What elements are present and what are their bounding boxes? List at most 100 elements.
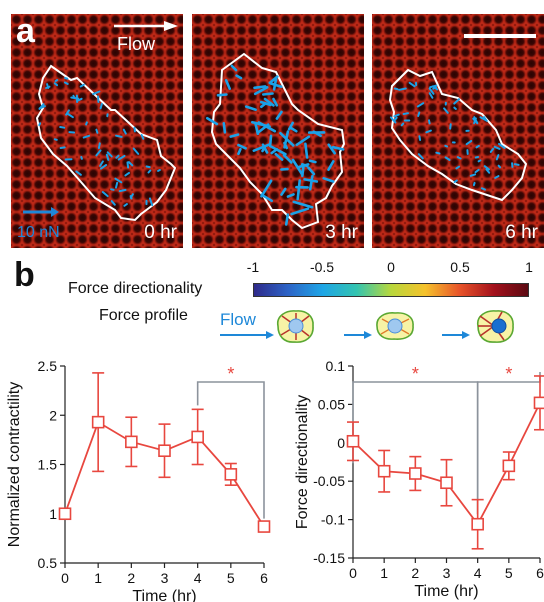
y-tick-label: 0.5 <box>38 555 58 571</box>
traction-arrow <box>124 171 130 177</box>
panel-a-letter: a <box>16 12 35 50</box>
x-tick-label: 4 <box>474 565 482 581</box>
traction-arrow <box>498 142 506 149</box>
traction-arrow <box>262 92 274 96</box>
colorbar-tick: 0.5 <box>450 259 470 275</box>
y-tick-label: 1 <box>49 506 57 522</box>
traction-arrow <box>282 153 293 164</box>
traction-arrow <box>224 79 232 90</box>
data-point <box>471 517 484 531</box>
micrograph-6hr: 6 hr <box>372 14 544 248</box>
x-tick-label: 6 <box>260 570 268 586</box>
traction-arrow <box>115 134 123 138</box>
micrograph-3hr: 3 hr <box>192 14 364 248</box>
traction-arrow <box>129 193 134 199</box>
x-tick-label: 5 <box>505 565 513 581</box>
traction-arrow <box>286 193 295 198</box>
traction-arrow <box>398 87 407 91</box>
colorbar-tick: -1 <box>246 259 260 275</box>
traction-arrow <box>443 107 449 114</box>
x-tick-label: 0 <box>349 565 357 581</box>
data-point <box>440 476 453 490</box>
traction-arrows-6hr <box>389 81 520 191</box>
traction-arrow <box>38 122 42 127</box>
cell-overlay-3hr <box>206 52 346 230</box>
traction-arrows-0hr <box>38 77 161 207</box>
y-tick-label: -0.1 <box>321 512 345 528</box>
data-point <box>257 520 271 533</box>
traction-arrow <box>235 74 243 80</box>
traction-arrow <box>331 145 345 151</box>
cell-profile-icon-1 <box>276 310 314 343</box>
traction-arrow <box>417 153 424 160</box>
data-point <box>502 459 516 473</box>
traction-arrow <box>216 93 228 97</box>
traction-arrow <box>435 151 441 155</box>
cell-outline <box>388 68 528 202</box>
traction-arrow <box>303 178 319 183</box>
colorbar-tick: 0 <box>387 259 395 275</box>
traction-arrow <box>301 163 309 168</box>
traction-arrow <box>256 123 270 134</box>
x-tick-label: 3 <box>443 565 451 581</box>
traction-arrow <box>474 156 480 159</box>
x-tick-label: 3 <box>161 570 169 586</box>
traction-arrow <box>497 164 502 169</box>
traction-arrow <box>307 166 316 176</box>
traction-arrow <box>469 173 477 177</box>
traction-arrow <box>127 161 134 167</box>
traction-arrow <box>110 188 115 191</box>
y-tick-label: 0.05 <box>318 396 345 412</box>
traction-arrow <box>393 113 400 118</box>
traction-arrow <box>472 181 476 187</box>
traction-arrow <box>327 160 335 171</box>
traction-arrow <box>260 193 273 203</box>
x-axis-label: Time (hr) <box>132 588 196 602</box>
y-tick-label: 2 <box>49 407 57 423</box>
traction-arrow <box>59 126 66 129</box>
traction-arrow <box>222 122 227 134</box>
traction-arrow <box>296 179 301 201</box>
traction-arrow <box>148 197 154 207</box>
cell-outline <box>210 52 346 230</box>
traction-arrow <box>132 147 140 155</box>
traction-arrow <box>268 75 279 85</box>
traction-arrow <box>70 96 80 100</box>
traction-arrow <box>312 130 322 138</box>
traction-arrow <box>95 128 99 134</box>
traction-arrow <box>237 143 247 150</box>
cell-profile-icon-2 <box>376 312 414 340</box>
traction-arrow <box>85 121 88 126</box>
traction-arrow <box>416 102 425 108</box>
traction-arrow <box>147 169 152 174</box>
data-point <box>91 415 105 429</box>
traction-arrow <box>274 152 284 161</box>
data-point <box>125 435 138 449</box>
x-axis-label: Time (hr) <box>414 583 478 600</box>
traction-arrow <box>400 122 405 127</box>
traction-arrow <box>493 145 501 150</box>
y-tick-label: -0.15 <box>313 550 345 566</box>
traction-arrow <box>261 145 267 153</box>
traction-arrow <box>63 81 69 85</box>
significance-star: * <box>505 364 512 384</box>
traction-arrow <box>475 144 480 149</box>
traction-arrow <box>289 126 298 133</box>
time-label-0hr: 0 hr <box>144 222 177 243</box>
traction-arrow <box>75 170 82 176</box>
traction-arrow <box>82 134 91 139</box>
cell-profile-icon-3 <box>476 310 514 343</box>
colorbar-title: Force directionality <box>68 280 203 297</box>
data-point <box>158 444 171 458</box>
traction-arrow <box>126 161 130 169</box>
traction-arrow <box>494 175 500 179</box>
traction-arrow <box>418 135 422 141</box>
traction-arrow <box>483 165 490 171</box>
traction-arrow <box>115 181 119 189</box>
traction-arrow <box>53 138 58 141</box>
traction-arrow <box>495 154 500 161</box>
traction-arrow <box>253 85 267 90</box>
traction-arrow <box>292 200 314 209</box>
data-point <box>377 464 391 478</box>
traction-arrow <box>453 106 457 110</box>
